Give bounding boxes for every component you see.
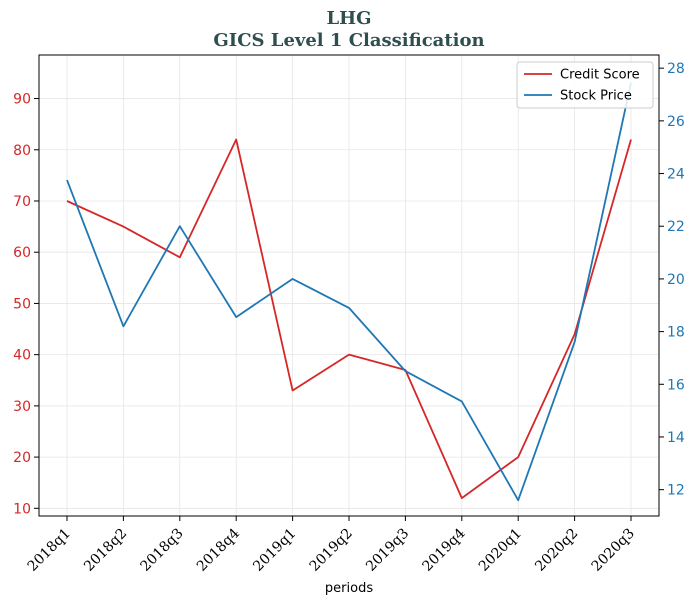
x-tick-label: 2020q2 bbox=[532, 526, 581, 575]
x-tick-label: 2019q2 bbox=[307, 526, 356, 575]
left-y-tick-label: 10 bbox=[13, 501, 31, 517]
left-y-tick-label: 70 bbox=[13, 194, 31, 210]
right-y-tick-label: 18 bbox=[667, 325, 685, 341]
series-line-credit-score bbox=[66, 138, 632, 500]
left-y-tick-label: 50 bbox=[13, 296, 31, 312]
legend-label: Credit Score bbox=[560, 68, 640, 83]
left-y-tick-label: 90 bbox=[13, 92, 31, 108]
right-y-tick-label: 26 bbox=[667, 114, 685, 130]
right-y-tick-label: 16 bbox=[667, 377, 685, 393]
x-tick-label: 2019q1 bbox=[250, 526, 299, 575]
x-tick-label: 2019q4 bbox=[419, 525, 468, 574]
legend-label: Stock Price bbox=[560, 89, 632, 104]
left-y-tick-label: 80 bbox=[13, 143, 31, 159]
right-y-tick-label: 28 bbox=[667, 61, 685, 77]
chart-subtitle: GICS Level 1 Classification bbox=[213, 30, 484, 51]
left-y-tick-label: 20 bbox=[13, 450, 31, 466]
left-y-tick-label: 30 bbox=[13, 399, 31, 415]
right-y-axis: 12 14 16 18 20 22 24 26 28 bbox=[659, 61, 685, 499]
x-tick-label: 2020q1 bbox=[476, 526, 525, 575]
right-y-tick-label: 12 bbox=[667, 483, 685, 499]
right-y-tick-label: 22 bbox=[667, 219, 685, 235]
x-tick-label: 2018q1 bbox=[25, 526, 74, 575]
x-tick-label: 2018q2 bbox=[81, 526, 130, 575]
x-axis-label: periods bbox=[325, 581, 373, 596]
left-y-tick-label: 60 bbox=[13, 245, 31, 261]
series-lines bbox=[66, 82, 632, 502]
right-y-tick-label: 20 bbox=[667, 272, 685, 288]
grid bbox=[39, 55, 659, 516]
x-tick-label: 2018q4 bbox=[194, 525, 243, 574]
legend: Credit Score Stock Price bbox=[516, 61, 654, 109]
right-y-tick-label: 24 bbox=[667, 167, 685, 183]
right-y-tick-label: 14 bbox=[667, 430, 685, 446]
left-y-tick-label: 40 bbox=[13, 348, 31, 364]
x-tick-label: 2019q3 bbox=[363, 526, 412, 575]
x-axis: 2018q1 2018q2 2018q3 2018q4 2019q1 2019q2 2019… bbox=[25, 516, 638, 575]
x-tick-label: 2020q3 bbox=[589, 526, 638, 575]
left-y-axis: 10 20 30 40 50 60 70 80 90 bbox=[13, 92, 39, 517]
series-line-stock-price bbox=[66, 82, 632, 502]
x-tick-label: 2018q3 bbox=[137, 526, 186, 575]
chart-title: LHG bbox=[326, 8, 371, 29]
